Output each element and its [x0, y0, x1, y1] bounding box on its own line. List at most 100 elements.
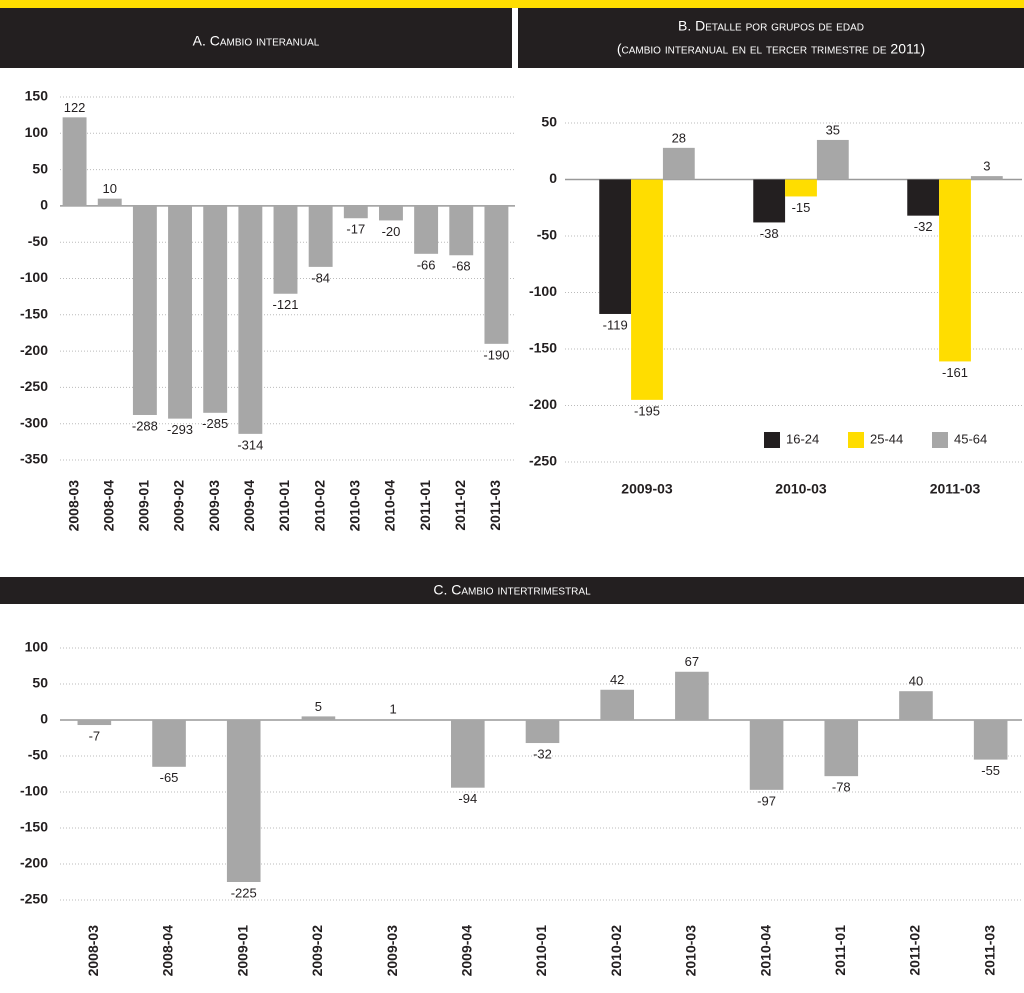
data-label: -68: [452, 259, 471, 274]
y-tick-label: -50: [28, 233, 48, 249]
data-label: -32: [914, 219, 933, 234]
x-tick-label: 2011-03: [981, 925, 997, 976]
bar: [816, 139, 849, 180]
y-tick-label: -300: [20, 414, 48, 430]
x-tick-label: 2010-02: [311, 480, 327, 532]
y-tick-label: -100: [20, 269, 48, 285]
data-label: -97: [757, 793, 776, 808]
x-tick-label: 2010-01: [276, 480, 292, 532]
y-tick-label: 0: [40, 711, 48, 727]
x-tick-label: 2009-03: [621, 481, 673, 497]
data-label: -94: [458, 791, 477, 806]
data-label: 40: [909, 674, 923, 689]
bar: [226, 720, 261, 882]
bar: [77, 720, 112, 726]
data-label: 5: [315, 699, 322, 714]
header-a: [0, 8, 512, 68]
x-tick-label: 2009-01: [234, 925, 250, 977]
bar: [939, 179, 971, 362]
chart-title: A. Cambio interanual: [193, 33, 320, 49]
x-tick-label: 2009-01: [136, 480, 152, 532]
data-label: -161: [942, 365, 968, 380]
y-tick-label: -250: [20, 891, 48, 907]
x-tick-label: 2010-03: [775, 481, 827, 497]
y-tick-label: -100: [20, 783, 48, 799]
bar: [451, 720, 485, 788]
data-label: 3: [983, 159, 990, 174]
y-tick-label: -150: [20, 306, 48, 322]
bar: [379, 205, 403, 221]
y-tick-label: -50: [28, 747, 48, 763]
data-label: -17: [346, 222, 365, 237]
data-label: -55: [981, 763, 1000, 778]
data-label: -225: [231, 885, 257, 900]
bar: [631, 179, 663, 400]
x-tick-label: 2009-03: [384, 925, 400, 977]
bar: [973, 720, 1008, 760]
y-tick-label: -200: [529, 396, 557, 412]
data-label: -65: [160, 770, 179, 785]
data-label: -66: [417, 257, 436, 272]
bar: [414, 205, 439, 254]
data-label: -84: [311, 270, 330, 285]
bar: [97, 198, 122, 206]
header-b: [518, 8, 1024, 68]
y-tick-label: -150: [529, 340, 557, 356]
bar: [343, 205, 368, 219]
x-tick-label: 2008-04: [100, 480, 116, 532]
bar: [62, 117, 87, 206]
x-tick-label: 2011-03: [487, 480, 503, 531]
x-tick-label: 2009-02: [309, 925, 325, 977]
y-tick-label: 0: [40, 197, 48, 213]
bar: [662, 147, 695, 180]
data-label: -119: [603, 317, 628, 332]
header-c: [0, 577, 1024, 604]
x-tick-label: 2010-03: [683, 925, 699, 977]
x-tick-label: 2010-04: [382, 480, 398, 532]
x-tick-label: 2008-03: [65, 480, 81, 532]
chart-title: C. Cambio intertrimestral: [433, 582, 591, 598]
data-label: -288: [132, 418, 158, 433]
bar: [525, 720, 560, 744]
data-label: 122: [64, 100, 86, 115]
legend-label: 16-24: [786, 431, 819, 446]
x-tick-label: 2010-03: [347, 480, 363, 532]
bar: [753, 179, 786, 223]
bar: [238, 205, 263, 434]
data-label: -314: [237, 437, 263, 452]
bar: [785, 179, 817, 197]
x-tick-label: 2011-02: [452, 480, 468, 531]
x-tick-label: 2010-02: [608, 925, 624, 977]
bar: [168, 205, 192, 419]
bar: [273, 205, 298, 294]
y-tick-label: 50: [32, 160, 48, 176]
y-tick-label: -150: [20, 819, 48, 835]
data-label: -38: [760, 226, 779, 241]
data-label: 28: [672, 130, 686, 145]
legend-swatch: [848, 432, 864, 448]
bar: [484, 205, 509, 344]
y-tick-label: 50: [32, 675, 48, 691]
data-label: -285: [202, 416, 228, 431]
bar: [600, 689, 634, 720]
bar: [301, 716, 336, 720]
bar: [899, 691, 933, 720]
bar: [599, 179, 632, 314]
y-tick-label: -200: [20, 342, 48, 358]
y-tick-label: -350: [20, 451, 48, 467]
bar: [675, 671, 709, 720]
x-tick-label: 2008-04: [160, 925, 176, 977]
data-label: -195: [634, 403, 660, 418]
x-tick-label: 2011-01: [417, 480, 433, 531]
y-tick-label: 0: [549, 170, 557, 186]
chart-subtitle: (cambio interanual en el tercer trimestr…: [617, 41, 925, 57]
data-label: 35: [826, 122, 840, 137]
legend-label: 25-44: [870, 431, 903, 446]
bar: [449, 205, 474, 256]
bar: [132, 205, 157, 415]
bar: [203, 205, 228, 413]
y-tick-label: 100: [25, 124, 49, 140]
data-label: -190: [483, 347, 509, 362]
data-label: -121: [272, 297, 298, 312]
data-label: 10: [102, 181, 116, 196]
